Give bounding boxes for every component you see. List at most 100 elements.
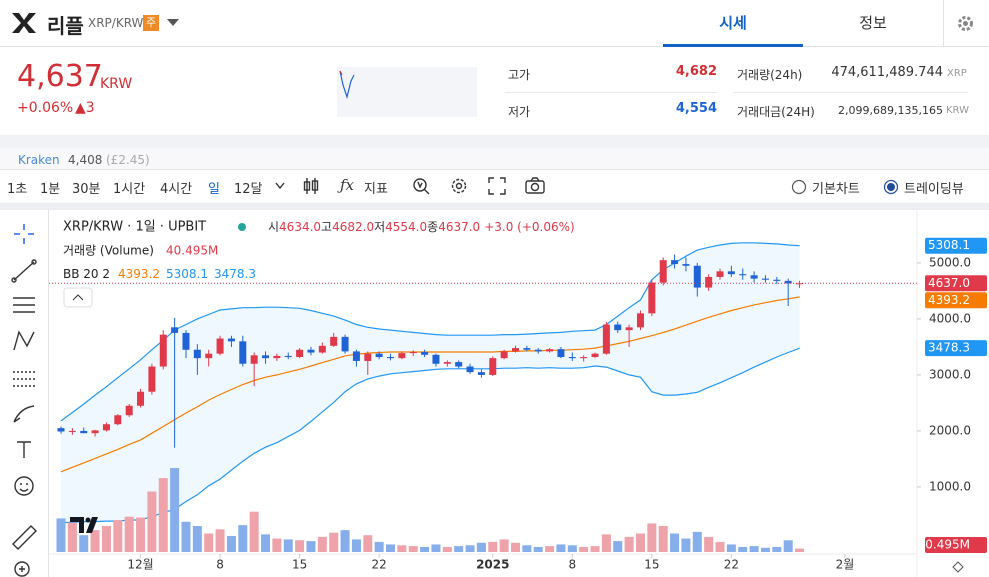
candle-body <box>625 327 633 331</box>
interval[interactable]: 1시간 <box>113 182 146 197</box>
volume-bar <box>476 542 486 552</box>
candle-body <box>659 260 667 283</box>
volume-bar <box>670 533 680 552</box>
reset-icon[interactable] <box>952 561 964 573</box>
legend-close-label: 종 <box>427 220 438 234</box>
candle-body <box>114 415 122 425</box>
settings-icon[interactable] <box>956 14 975 33</box>
zoom-tool[interactable] <box>14 561 30 577</box>
interval[interactable]: 30분 <box>72 182 101 197</box>
fullscreen-icon[interactable] <box>487 176 507 196</box>
interval[interactable]: 1초 <box>7 182 28 197</box>
header <box>0 0 989 47</box>
interval[interactable]: 일 <box>208 182 220 197</box>
candle-body <box>330 336 338 346</box>
collapse-button[interactable] <box>63 287 93 308</box>
projection-tool[interactable] <box>13 371 35 387</box>
candle-body <box>409 351 417 354</box>
chart-type-icon[interactable] <box>302 176 320 196</box>
stat-label: 저가 <box>508 105 531 119</box>
candle-body <box>91 430 99 434</box>
volume-bar <box>317 536 327 552</box>
ruler-tool[interactable] <box>12 525 37 550</box>
volume-bar <box>101 525 111 552</box>
emoji-tool[interactable] <box>14 476 34 496</box>
legend-bb-upper: 5308.1 <box>166 267 208 281</box>
candle-body <box>182 332 190 350</box>
divider <box>943 0 944 47</box>
status-dot <box>238 223 246 231</box>
volume-bar <box>681 538 691 552</box>
legend-bb-middle: 4393.2 <box>118 267 160 281</box>
candle-body <box>557 349 565 358</box>
volume-bar <box>204 533 214 552</box>
x-tick-label: 22 <box>372 558 387 572</box>
y-tick-label: 3000.0 <box>929 367 971 381</box>
chart-mode[interactable]: 트레이딩뷰 <box>904 182 964 197</box>
candle-body <box>205 353 213 359</box>
candle-body <box>705 276 713 288</box>
stat-value: 4,554 <box>675 101 717 116</box>
radio[interactable] <box>791 179 807 195</box>
candle-body <box>523 348 531 350</box>
text-tool[interactable] <box>17 441 31 458</box>
fib-tool[interactable] <box>13 297 35 313</box>
candle-body <box>227 338 235 342</box>
volume-bar <box>715 541 725 552</box>
camera-icon[interactable] <box>524 176 546 196</box>
radio-selected[interactable] <box>883 179 899 195</box>
volume-bar <box>329 532 339 552</box>
volume-bar <box>795 548 805 552</box>
dropdown[interactable] <box>166 18 180 28</box>
settings-icon[interactable] <box>449 176 469 196</box>
x-tick-label: 8 <box>568 558 576 572</box>
candle-body <box>137 391 145 406</box>
tab[interactable]: 시세 <box>719 14 747 32</box>
interval[interactable]: 12달 <box>234 182 263 197</box>
indicators[interactable]: 지표 <box>364 182 388 197</box>
drawing-toolbar <box>11 210 49 577</box>
candle-body <box>739 274 747 276</box>
interval[interactable]: 4시간 <box>160 182 193 197</box>
volume-bar <box>567 545 577 552</box>
legend-symbol: XRP/KRW · 1일 · UPBIT <box>63 220 206 235</box>
fx-icon[interactable]: ƒx <box>340 176 355 194</box>
stat-value: 4,682 <box>675 64 717 79</box>
bb-lower-line <box>60 347 800 524</box>
stat-unit: XRP <box>947 68 967 79</box>
legend-volume: 40.495M <box>166 244 218 258</box>
toolbar: 1초 1분 30분 1시간 4시간 일 12달 <box>0 171 989 203</box>
candle-body <box>148 366 156 392</box>
volume-bar <box>181 521 191 552</box>
tab[interactable]: 정보 <box>859 14 887 32</box>
volume-bar <box>704 536 714 552</box>
x-tick-label: 2월 <box>836 558 855 572</box>
chart-mode[interactable]: 기본차트 <box>812 182 860 197</box>
volume-bar <box>783 540 793 552</box>
volume-bar <box>408 546 418 552</box>
candle-body <box>102 424 110 431</box>
volume-bar <box>726 544 736 552</box>
volume-bar <box>635 533 645 552</box>
crosshair-tool[interactable] <box>14 224 34 244</box>
candle-body <box>307 349 315 353</box>
price-unit: KRW <box>100 76 133 92</box>
legend-bb-label: BB 20 2 <box>63 267 110 281</box>
bb-middle-label-box <box>925 292 987 309</box>
brush-tool[interactable] <box>13 405 35 423</box>
collapse-icon <box>72 294 84 301</box>
volume-bar <box>306 541 316 552</box>
candle-body <box>387 357 395 359</box>
candle-body <box>318 345 326 353</box>
tab-underline <box>663 44 803 47</box>
volume-bar <box>431 544 441 552</box>
interval-caret[interactable] <box>273 180 287 192</box>
line-tool[interactable] <box>11 259 37 283</box>
badge: 주 <box>143 15 159 31</box>
interval[interactable]: 1분 <box>40 182 61 197</box>
volume-bar <box>90 530 100 552</box>
pattern-tool[interactable] <box>13 330 35 351</box>
volume-bar <box>601 534 611 552</box>
tool-icon[interactable] <box>411 176 431 196</box>
